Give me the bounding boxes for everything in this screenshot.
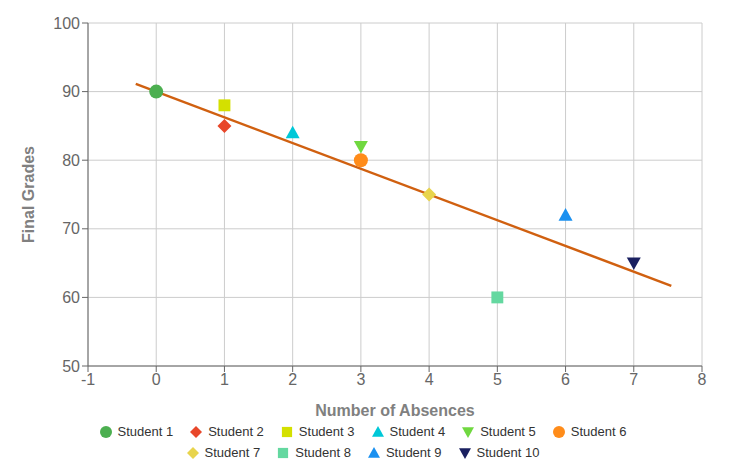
html-text:Student 4: Student 4 [389, 424, 446, 439]
svg-text:5: 5 [493, 371, 502, 388]
svg-text:70: 70 [62, 220, 80, 237]
svg-text:60: 60 [62, 289, 80, 306]
svg-text:50: 50 [62, 358, 80, 375]
svg-text:4: 4 [425, 371, 434, 388]
svg-text:Final Grades: Final Grades [20, 146, 37, 243]
html-text:Student 5: Student 5 [480, 424, 536, 439]
svg-text:90: 90 [62, 83, 80, 100]
html-text:Student 3: Student 3 [298, 424, 355, 439]
html-text:Student 8: Student 8 [295, 445, 351, 460]
svg-text:Number of Absences: Number of Absences [315, 402, 475, 419]
svg-text:1: 1 [220, 371, 229, 388]
html-text:Student 7: Student 7 [204, 445, 261, 460]
svg-text:7: 7 [629, 371, 638, 388]
svg-text:-1: -1 [81, 371, 95, 388]
svg-text:6: 6 [561, 371, 570, 388]
html-text:Student 9: Student 9 [385, 445, 442, 460]
svg-text:80: 80 [62, 152, 80, 169]
svg-text:2: 2 [288, 371, 297, 388]
svg-text:8: 8 [698, 371, 707, 388]
html-text:Student 1: Student 1 [117, 424, 174, 439]
html-text:Student 2: Student 2 [208, 424, 264, 439]
svg-text:100: 100 [53, 15, 80, 32]
html-text:Student 10: Student 10 [476, 445, 540, 460]
svg-text:0: 0 [152, 371, 161, 388]
svg-text:3: 3 [356, 371, 365, 388]
html-text:Student 6: Student 6 [570, 424, 627, 439]
